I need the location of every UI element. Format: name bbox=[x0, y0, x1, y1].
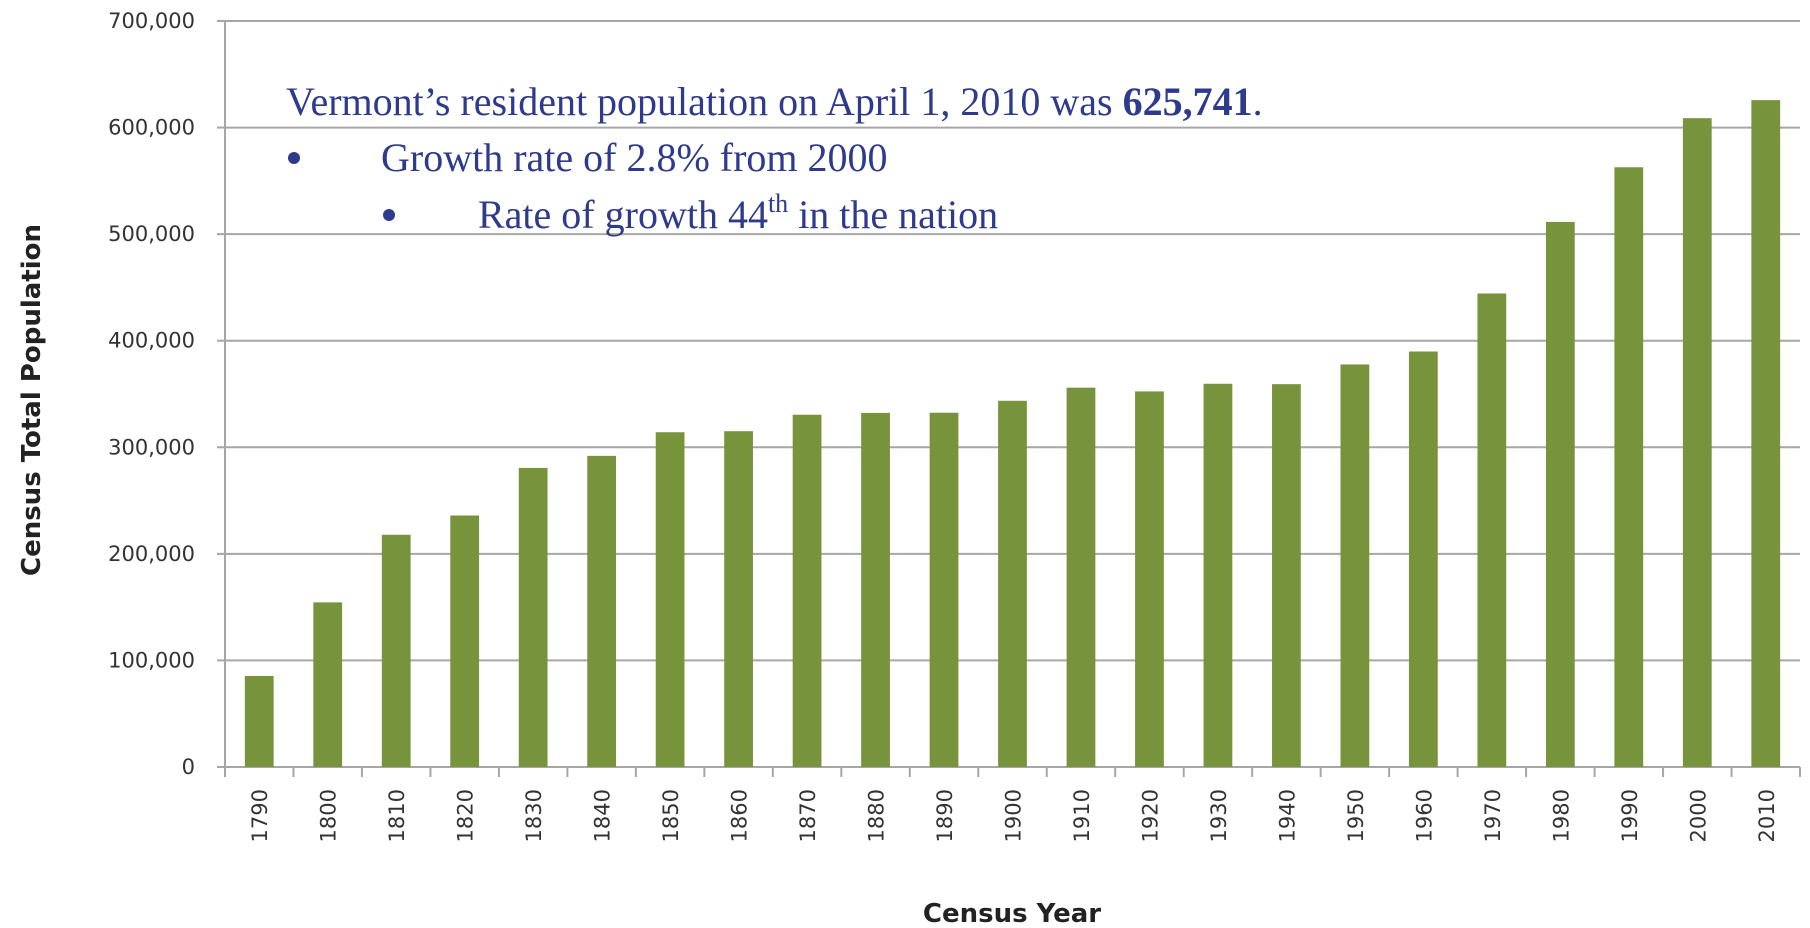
bar bbox=[1272, 384, 1301, 767]
bar bbox=[998, 400, 1027, 767]
x-tick-label: 1870 bbox=[796, 789, 820, 842]
bar bbox=[1545, 221, 1575, 768]
annotation-line: Growth rate of 2.8% from 2000 bbox=[381, 135, 888, 180]
x-axis-title: Census Year bbox=[923, 899, 1101, 928]
y-tick-label: 200,000 bbox=[108, 542, 195, 566]
x-tick-label: 2010 bbox=[1755, 789, 1779, 842]
x-tick-label: 1850 bbox=[659, 789, 683, 842]
x-tick-label: 1900 bbox=[1002, 789, 1026, 842]
bar bbox=[724, 431, 753, 767]
x-tick-label: 1880 bbox=[865, 789, 889, 842]
plot-area: 0 100,000 200,000 300,000 400,000 500,000 600,… bbox=[108, 9, 1801, 842]
bullet bbox=[288, 152, 300, 164]
bar bbox=[1682, 118, 1712, 767]
y-tick-label: 700,000 bbox=[108, 9, 195, 33]
bar bbox=[1203, 383, 1233, 767]
annotation-line: Vermont’s resident population on April 1… bbox=[286, 79, 1263, 124]
bullet bbox=[383, 209, 395, 221]
y-tick-label: 400,000 bbox=[108, 329, 195, 353]
x-tick-label: 1840 bbox=[591, 789, 615, 842]
x-tick-label: 1810 bbox=[385, 789, 409, 842]
y-tick-label: 100,000 bbox=[108, 648, 195, 672]
bar bbox=[1066, 387, 1096, 767]
y-axis-title: Census Total Population bbox=[17, 224, 47, 576]
bar bbox=[1614, 167, 1644, 768]
bar bbox=[244, 675, 274, 767]
x-tick-label: 1970 bbox=[1481, 789, 1505, 842]
annotation-text: in the nation bbox=[788, 192, 998, 237]
y-tick-label: 0 bbox=[182, 755, 195, 779]
x-tick-label: 1940 bbox=[1275, 789, 1299, 842]
bar bbox=[450, 515, 480, 767]
annotation-bold: 625,741 bbox=[1123, 79, 1253, 124]
bar bbox=[518, 467, 548, 767]
x-tick-label: 1920 bbox=[1138, 789, 1162, 842]
annotation: Vermont’s resident population on April 1… bbox=[286, 79, 1263, 237]
annotation-text: Vermont’s resident population on April 1… bbox=[286, 79, 1123, 124]
x-tick-label: 1960 bbox=[1412, 789, 1436, 842]
x-tick-label: 1990 bbox=[1618, 789, 1642, 842]
bar bbox=[313, 602, 343, 767]
x-tick-label: 1790 bbox=[248, 789, 272, 842]
annotation-text: . bbox=[1253, 79, 1263, 124]
bar bbox=[1751, 100, 1781, 768]
bar bbox=[792, 414, 822, 767]
annotation-line: Rate of growth 44th in the nation bbox=[478, 189, 998, 237]
y-tick-label: 300,000 bbox=[108, 435, 195, 459]
x-tick-label: 1800 bbox=[317, 789, 341, 842]
x-tick-label: 1980 bbox=[1549, 789, 1573, 842]
bar bbox=[381, 534, 411, 767]
annotation-sup: th bbox=[768, 189, 788, 218]
x-tick-label: 1890 bbox=[933, 789, 957, 842]
x-tick-label: 1910 bbox=[1070, 789, 1094, 842]
bar bbox=[861, 412, 890, 767]
bar bbox=[1477, 293, 1507, 767]
bar bbox=[587, 455, 617, 767]
x-tick-label: 1830 bbox=[522, 789, 546, 842]
y-tick-label: 600,000 bbox=[108, 116, 195, 140]
x-tick-label: 1950 bbox=[1344, 789, 1368, 842]
bar bbox=[929, 412, 959, 767]
x-tick-label: 1860 bbox=[728, 789, 752, 842]
x-tick-label: 1820 bbox=[454, 789, 478, 842]
x-tick-label: 1930 bbox=[1207, 789, 1231, 842]
x-tick-label: 2000 bbox=[1686, 789, 1710, 842]
y-tick-label: 500,000 bbox=[108, 222, 195, 246]
bar bbox=[1135, 391, 1164, 767]
bar bbox=[655, 432, 685, 767]
bar bbox=[1340, 364, 1370, 767]
bar bbox=[1408, 351, 1438, 767]
annotation-text: Rate of growth 44 bbox=[478, 192, 768, 237]
